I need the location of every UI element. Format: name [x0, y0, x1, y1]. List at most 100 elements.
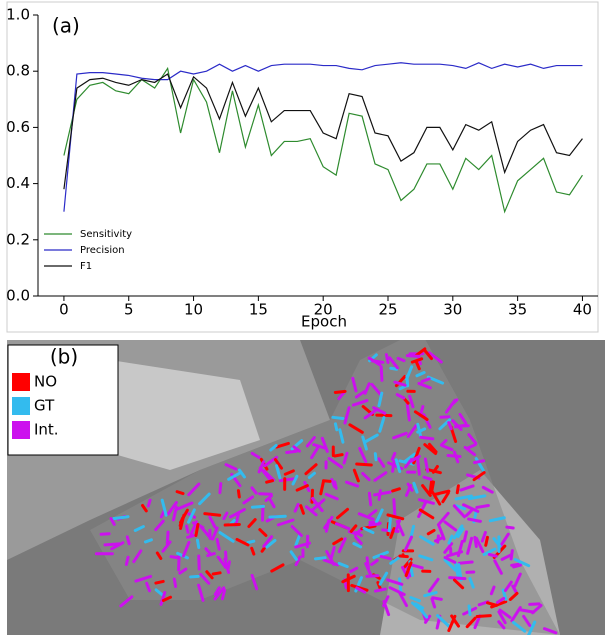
crack-stroke	[179, 554, 180, 570]
crack-stroke	[438, 536, 439, 542]
crack-stroke	[367, 576, 378, 577]
crack-stroke	[477, 506, 489, 508]
crack-stroke	[377, 415, 391, 416]
y-tick-label: 0.8	[6, 62, 30, 80]
crack-stroke	[335, 455, 342, 456]
crack-stroke	[357, 464, 372, 465]
legend-label: F1	[80, 261, 92, 272]
crack-stroke	[217, 539, 219, 549]
crack-stroke	[252, 548, 254, 554]
crack-stroke	[394, 500, 395, 516]
crack-stroke	[333, 417, 343, 418]
x-tick-label: 30	[443, 301, 462, 319]
crack-stroke	[252, 506, 263, 507]
crack-stroke	[507, 527, 513, 528]
crack-stroke	[389, 519, 390, 531]
crack-stroke	[375, 454, 376, 460]
crack-stroke	[205, 514, 220, 516]
crack-stroke	[469, 606, 470, 615]
y-tick-label: 0.2	[6, 230, 30, 248]
crack-stroke	[188, 535, 195, 537]
crack-stroke	[418, 458, 420, 474]
crack-stroke	[335, 391, 345, 392]
crack-stroke	[381, 556, 390, 558]
legend-swatch	[12, 373, 30, 391]
crack-stroke	[323, 481, 330, 482]
crack-stroke	[126, 557, 128, 564]
crack-stroke	[464, 532, 466, 541]
x-tick-label: 10	[184, 301, 203, 319]
crack-stroke	[448, 455, 460, 456]
crack-stroke	[489, 555, 496, 557]
crack-stroke	[174, 579, 175, 586]
crack-stroke	[167, 532, 168, 544]
x-tick-label: 5	[124, 301, 134, 319]
crack-stroke	[238, 491, 239, 497]
crack-stroke	[287, 451, 297, 452]
crack-stroke	[486, 537, 488, 545]
crack-stroke	[335, 424, 336, 430]
panel-label: (a)	[52, 14, 80, 38]
crack-stroke	[316, 558, 326, 559]
crack-stroke	[270, 516, 285, 517]
crack-stroke	[421, 437, 433, 439]
legend-label: Precision	[80, 245, 125, 256]
legend-swatch	[12, 421, 30, 439]
panel-label: (b)	[50, 345, 78, 369]
crack-stroke	[432, 482, 434, 492]
x-tick-label: 0	[59, 301, 69, 319]
y-tick-label: 0.4	[6, 174, 30, 192]
crack-stroke	[226, 552, 227, 560]
crack-stroke	[113, 517, 128, 519]
crack-stroke	[171, 557, 177, 558]
crack-stroke	[148, 500, 150, 506]
legend-label: Int.	[34, 421, 59, 439]
crack-stroke	[407, 376, 408, 386]
crack-stroke	[127, 537, 129, 544]
crack-stroke	[398, 358, 404, 360]
crack-stroke	[191, 576, 198, 577]
crack-stroke	[145, 540, 151, 542]
crack-stroke	[225, 524, 239, 525]
crack-stroke	[379, 491, 380, 500]
crack-stroke	[222, 590, 224, 599]
crack-stroke	[208, 553, 214, 555]
crack-stroke	[177, 492, 183, 494]
crack-stroke	[187, 526, 188, 532]
crack-stroke	[248, 541, 254, 542]
crack-stroke	[433, 598, 442, 600]
crack-stroke	[459, 562, 472, 563]
crack-stroke	[213, 573, 220, 574]
crack-stroke	[335, 482, 336, 488]
x-tick-label: 15	[249, 301, 268, 319]
y-tick-label: 0.0	[6, 287, 30, 305]
crack-stroke	[400, 556, 407, 557]
crack-stroke	[424, 477, 431, 479]
crack-stroke	[156, 581, 163, 583]
x-tick-label: 40	[573, 301, 592, 319]
y-tick-label: 0.6	[6, 118, 30, 136]
crack-stroke	[197, 540, 198, 547]
crack-stroke	[375, 589, 385, 591]
x-tick-label: 25	[378, 301, 397, 319]
x-tick-label: 35	[508, 301, 527, 319]
crack-stroke	[386, 355, 388, 363]
crack-stroke	[450, 578, 465, 579]
panel-a-frame	[7, 2, 598, 332]
crack-stroke	[220, 484, 221, 493]
crack-stroke	[477, 616, 490, 617]
crack-stroke	[196, 524, 198, 535]
legend-label: Sensitivity	[80, 229, 132, 240]
y-tick-label: 1.0	[6, 6, 30, 24]
legend-swatch	[12, 397, 30, 415]
crack-stroke	[391, 368, 397, 369]
crack-stroke	[105, 544, 119, 545]
crack-stroke	[260, 494, 272, 495]
crack-stroke	[455, 426, 464, 427]
x-tick-label: 20	[314, 301, 333, 319]
crack-stroke	[393, 489, 400, 491]
legend-label: NO	[34, 373, 57, 391]
crack-stroke	[475, 461, 484, 463]
crack-stroke	[514, 565, 521, 567]
